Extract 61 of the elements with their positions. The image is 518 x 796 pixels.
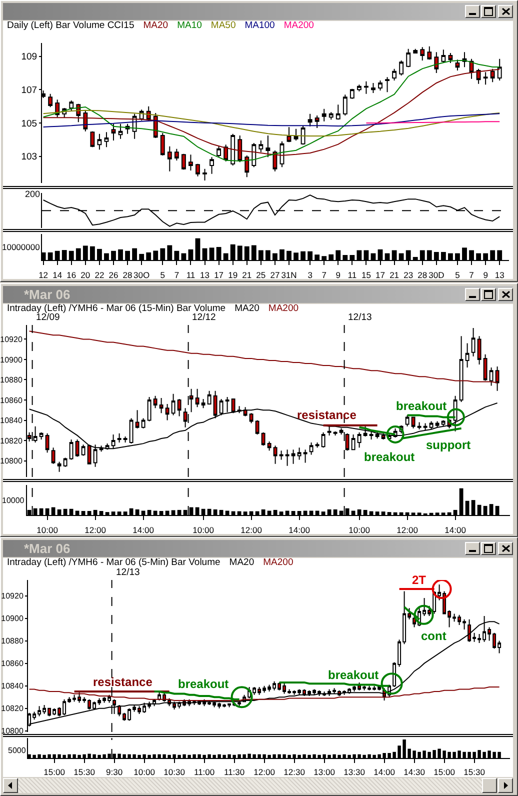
x-tick-label: 13:30 — [344, 767, 366, 778]
annotation: breakout — [364, 450, 415, 464]
annotation: breakout — [178, 677, 229, 691]
y-tick-label: 10840 — [0, 416, 23, 426]
x-tick-label: 14:00 — [288, 525, 310, 536]
annotation: resistance — [93, 675, 153, 689]
annotation: support — [426, 438, 471, 452]
annotation: cont — [421, 629, 446, 643]
x-tick-label: 15:00 — [44, 767, 66, 778]
y-tick-label: 10880 — [0, 376, 23, 385]
text: MA20 — [229, 557, 254, 568]
text: 5000 — [8, 746, 26, 755]
x-tick-label: 14:00 — [132, 525, 154, 536]
annotation: resistance — [297, 408, 357, 422]
x-tick-label: 12:30 — [284, 767, 306, 778]
y-tick-label: 10860 — [0, 396, 23, 405]
y-tick-label: 10920 — [1, 592, 24, 601]
y-tick-label: 10840 — [1, 682, 24, 691]
x-tick-label: 14:00 — [374, 767, 396, 778]
x-tick-label: 11:30 — [224, 767, 245, 778]
x-tick-label: 9:30 — [106, 767, 123, 778]
chart-subtitle: Intraday (Left) /YMH6 - Mar 06 (15-Min) Bar Volume — [7, 303, 226, 314]
x-tick-label: 10:30 — [164, 767, 186, 778]
x-tick-label: 10:00 — [36, 525, 58, 536]
x-tick-label: 15:30 — [74, 767, 96, 778]
y-tick-label: 10880 — [1, 636, 24, 646]
y-tick-label: 10800 — [1, 726, 24, 736]
y-tick-label: 10800 — [0, 456, 23, 466]
x-tick-label: 11:00 — [194, 767, 215, 778]
y-tick-label: 10900 — [1, 614, 24, 624]
x-tick-label: 12:00 — [396, 525, 418, 536]
text: 10000 — [2, 496, 25, 505]
x-tick-label: 14:00 — [444, 525, 466, 536]
y-tick-label: 10860 — [1, 659, 24, 668]
annotation: breakout — [328, 668, 379, 682]
x-tick-label: 12:00 — [240, 525, 262, 536]
y-tick-label: 10920 — [0, 334, 23, 344]
x-tick-label: 12:00 — [84, 525, 106, 536]
y-tick-label: 10820 — [1, 704, 24, 714]
y-tick-label: 10900 — [0, 355, 23, 364]
chart-subtitle: Intraday (Left) /YMH6 - Mar 06 (5-Min) Bar Volume — [7, 557, 220, 568]
chart-title: *Mar 06 — [24, 286, 70, 303]
x-tick-label: 13:00 — [314, 767, 336, 778]
text: MA20 — [234, 303, 260, 314]
x-tick-label: 15:30 — [464, 767, 486, 778]
annotation: 2T — [412, 573, 427, 587]
x-tick-label: 10:00 — [348, 525, 370, 536]
text: 12/13 — [348, 312, 372, 323]
x-tick-label: 10:00 — [192, 525, 214, 536]
annotation: breakout — [396, 399, 447, 413]
text: MA200 — [263, 557, 294, 568]
y-tick-label: 10820 — [0, 436, 23, 446]
chart-title: *Mar 06 — [24, 540, 70, 557]
x-tick-label: 10:00 — [134, 767, 156, 778]
text: 12/09 — [36, 312, 60, 323]
text: MA200 — [268, 303, 299, 314]
text: 12/13 — [116, 567, 140, 578]
x-tick-label: 14:30 — [404, 767, 426, 778]
text: 12/12 — [192, 312, 216, 323]
x-tick-label: 15:00 — [434, 767, 456, 778]
x-tick-label: 12:00 — [254, 767, 276, 778]
